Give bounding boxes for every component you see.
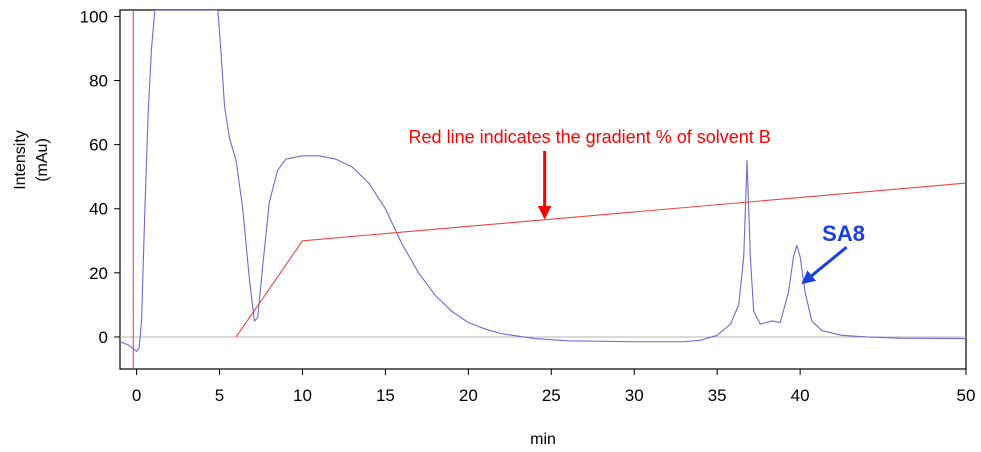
series-layer (120, 10, 966, 369)
x-tick-label: 15 (376, 386, 395, 405)
y-tick-label: 100 (80, 7, 108, 26)
sa8-label: SA8 (822, 221, 865, 246)
y-tick-label: 20 (89, 264, 108, 283)
x-tick-label: 40 (791, 386, 810, 405)
y-tick-label: 40 (89, 200, 108, 219)
y-axis: 0 20 40 60 80 100 (80, 7, 120, 347)
annotations: Red line indicates the gradient % of sol… (409, 127, 865, 285)
x-tick-label: 25 (542, 386, 561, 405)
y-axis-title-line1: Intensity (12, 130, 29, 190)
plot-frame (119, 9, 967, 370)
sa8-arrow (801, 246, 848, 285)
x-axis-title: min (530, 431, 556, 448)
series-line-0 (120, 10, 966, 352)
x-tick-label: 50 (957, 386, 976, 405)
x-tick-label: 30 (625, 386, 644, 405)
y-axis-title-line2: (mAu) (34, 138, 51, 182)
x-tick-label: 20 (459, 386, 478, 405)
x-axis: 0 5 10 15 20 25 30 35 40 50 (132, 369, 976, 405)
gradient-annotation-label: Red line indicates the gradient % of sol… (409, 127, 771, 147)
y-tick-label: 60 (89, 136, 108, 155)
y-tick-label: 0 (99, 328, 108, 347)
x-tick-label: 10 (293, 386, 312, 405)
x-tick-label: 35 (708, 386, 727, 405)
y-tick-label: 80 (89, 72, 108, 91)
series-line-2 (235, 182, 966, 338)
x-tick-label: 5 (215, 386, 224, 405)
x-tick-label: 0 (132, 386, 141, 405)
